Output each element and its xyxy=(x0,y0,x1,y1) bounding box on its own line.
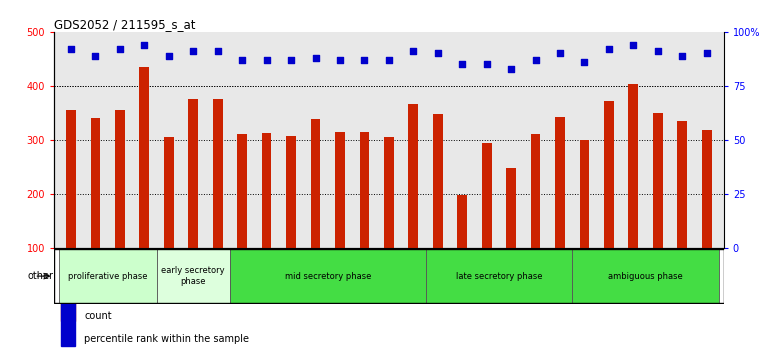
Point xyxy=(260,57,273,63)
Bar xyxy=(237,135,247,248)
Point xyxy=(407,48,420,54)
Point xyxy=(114,46,126,52)
Bar xyxy=(310,119,320,248)
Bar xyxy=(506,168,516,248)
Point xyxy=(383,57,395,63)
Bar xyxy=(360,132,370,248)
Bar xyxy=(164,137,174,248)
Bar xyxy=(384,137,393,248)
Point xyxy=(65,46,77,52)
Bar xyxy=(286,136,296,248)
Bar xyxy=(139,67,149,248)
Text: early secretory
phase: early secretory phase xyxy=(162,267,225,286)
Point xyxy=(138,42,150,48)
Bar xyxy=(531,135,541,248)
Point xyxy=(530,57,542,63)
Bar xyxy=(59,249,156,303)
Bar xyxy=(482,143,491,248)
Bar xyxy=(580,140,589,248)
Text: count: count xyxy=(84,311,112,321)
Bar xyxy=(433,114,443,248)
Point xyxy=(236,57,248,63)
Bar xyxy=(701,130,711,248)
Text: percentile rank within the sample: percentile rank within the sample xyxy=(84,334,249,344)
Point xyxy=(651,48,664,54)
Bar xyxy=(457,195,467,248)
Bar xyxy=(91,118,100,248)
Bar xyxy=(653,113,663,248)
Bar xyxy=(678,121,687,248)
Point xyxy=(89,53,102,58)
Bar xyxy=(213,99,223,248)
Point xyxy=(456,61,468,67)
Bar xyxy=(262,133,272,248)
Bar xyxy=(555,117,565,248)
Point xyxy=(676,53,688,58)
Point xyxy=(285,57,297,63)
Point xyxy=(432,51,444,56)
Point xyxy=(358,57,370,63)
Bar xyxy=(230,249,426,303)
Text: proliferative phase: proliferative phase xyxy=(68,272,147,281)
Point xyxy=(187,48,199,54)
Bar xyxy=(572,249,719,303)
Bar xyxy=(604,101,614,248)
Text: ambiguous phase: ambiguous phase xyxy=(608,272,683,281)
Text: GDS2052 / 211595_s_at: GDS2052 / 211595_s_at xyxy=(54,18,196,31)
Bar xyxy=(189,99,198,248)
Point xyxy=(628,42,640,48)
Text: mid secretory phase: mid secretory phase xyxy=(285,272,371,281)
Text: other: other xyxy=(28,271,53,281)
Point xyxy=(212,48,224,54)
Point xyxy=(578,59,591,65)
Point xyxy=(505,66,517,72)
Point xyxy=(333,57,346,63)
Bar xyxy=(408,104,418,248)
Bar xyxy=(426,249,572,303)
Bar xyxy=(66,110,76,248)
Point xyxy=(480,61,493,67)
Point xyxy=(162,53,175,58)
Bar xyxy=(61,219,75,321)
Bar xyxy=(61,245,75,346)
Bar xyxy=(115,110,125,248)
Bar xyxy=(156,249,230,303)
Point xyxy=(554,51,566,56)
Point xyxy=(310,55,322,61)
Bar xyxy=(335,132,345,248)
Text: late secretory phase: late secretory phase xyxy=(456,272,542,281)
Bar xyxy=(628,84,638,248)
Point xyxy=(603,46,615,52)
Point xyxy=(701,51,713,56)
